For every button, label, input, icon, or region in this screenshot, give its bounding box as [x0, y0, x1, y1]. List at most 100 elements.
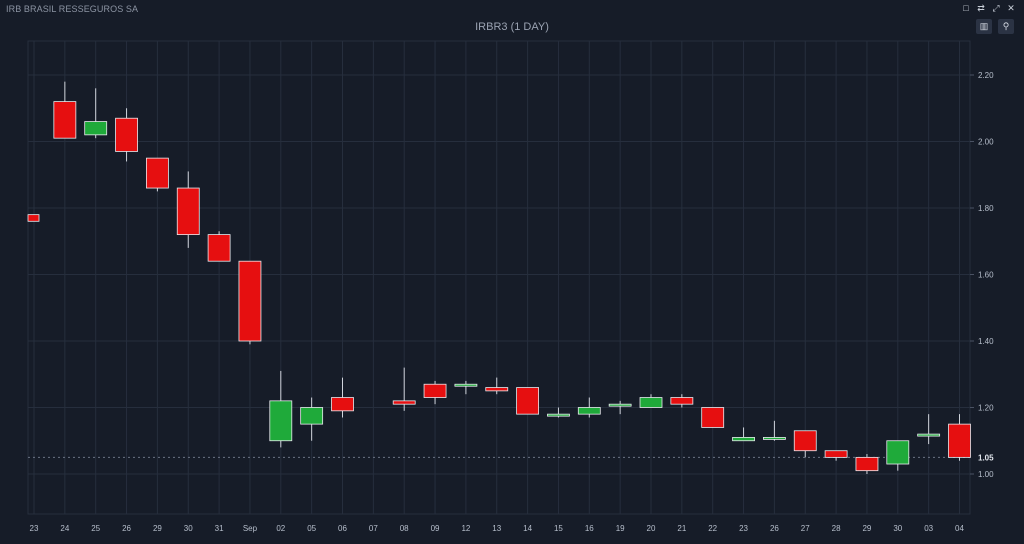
- candle[interactable]: [454, 380, 478, 395]
- candle-body-down: [331, 397, 354, 412]
- candle-body-down: [145, 157, 169, 189]
- x-tick-label: 24: [60, 524, 69, 533]
- candle[interactable]: [577, 397, 601, 418]
- candle[interactable]: [84, 88, 108, 139]
- candle-body-up: [300, 407, 324, 425]
- settings-icon[interactable]: ⇄: [977, 3, 985, 13]
- x-tick-label: Sep: [243, 524, 258, 533]
- x-tick-label: 20: [647, 524, 656, 533]
- candle[interactable]: [207, 231, 231, 262]
- candle[interactable]: [793, 430, 817, 458]
- x-tick-label: 08: [400, 524, 409, 533]
- x-tick-label: 03: [924, 524, 933, 533]
- x-tick-label: 12: [461, 524, 470, 533]
- candle[interactable]: [732, 427, 755, 442]
- candle-body-down: [701, 407, 725, 428]
- candle[interactable]: [948, 414, 971, 461]
- x-tick-label: 30: [893, 524, 902, 533]
- candle[interactable]: [516, 387, 539, 415]
- window-toolbar: □ ⇄ ⤢ ✕: [961, 3, 1016, 13]
- candle-body-down: [115, 117, 138, 152]
- candle-body-down: [948, 423, 971, 458]
- candle-body-up: [84, 121, 108, 136]
- candle-body-down: [238, 260, 262, 342]
- window-icon[interactable]: □: [963, 3, 969, 13]
- candle[interactable]: [855, 454, 879, 474]
- x-tick-label: 29: [153, 524, 162, 533]
- candle-body-down: [392, 400, 416, 405]
- candle-body-up: [732, 437, 755, 442]
- x-tick-label: 05: [307, 524, 316, 533]
- y-tick-label: 1.60: [978, 271, 994, 280]
- candle[interactable]: [331, 377, 354, 418]
- candle-body-up: [608, 403, 632, 407]
- candle[interactable]: [27, 214, 40, 222]
- candle[interactable]: [115, 108, 138, 162]
- candle-body-up: [917, 433, 941, 437]
- candle[interactable]: [53, 81, 77, 139]
- candle[interactable]: [639, 394, 663, 408]
- candle[interactable]: [300, 397, 324, 441]
- window-title: IRB BRASIL RESSEGUROS SA: [6, 4, 139, 14]
- y-tick-label: 2.00: [978, 138, 994, 147]
- candle[interactable]: [763, 420, 786, 441]
- x-tick-label: 27: [801, 524, 810, 533]
- candle[interactable]: [423, 380, 447, 405]
- candle-body-down: [485, 387, 509, 392]
- x-tick-label: 23: [739, 524, 748, 533]
- x-tick-label: 14: [523, 524, 532, 533]
- candle-body-up: [886, 440, 910, 465]
- y-tick-label: 1.40: [978, 337, 994, 346]
- candle[interactable]: [701, 407, 725, 428]
- fullscreen-icon[interactable]: ⤢: [992, 3, 1000, 13]
- candle[interactable]: [238, 260, 262, 345]
- x-tick-label: 22: [708, 524, 717, 533]
- x-tick-label: 21: [677, 524, 686, 533]
- x-tick-label: 19: [616, 524, 625, 533]
- candle-body-down: [207, 234, 231, 262]
- candle[interactable]: [670, 394, 694, 408]
- close-icon[interactable]: ✕: [1007, 3, 1015, 13]
- x-tick-label: 28: [832, 524, 841, 533]
- x-tick-label: 09: [431, 524, 440, 533]
- candle-body-up: [639, 397, 663, 408]
- candle[interactable]: [608, 400, 632, 415]
- candle[interactable]: [485, 377, 509, 395]
- chart-title: IRBR3 (1 DAY): [475, 21, 549, 33]
- candle-body-up: [577, 407, 601, 415]
- x-tick-label: 31: [215, 524, 224, 533]
- x-tick-label: 02: [276, 524, 285, 533]
- lock-button[interactable]: ▥: [976, 19, 992, 34]
- zoom-icon: ⚲: [1002, 21, 1010, 31]
- x-tick-label: 26: [770, 524, 779, 533]
- plot-frame: [27, 40, 971, 515]
- candle-body-down: [423, 383, 447, 398]
- candle-body-down: [824, 450, 848, 458]
- candle[interactable]: [547, 407, 570, 418]
- candle[interactable]: [145, 157, 169, 192]
- candle-body-down: [516, 387, 539, 415]
- candle-body-down: [793, 430, 817, 452]
- x-tick-label: 26: [122, 524, 131, 533]
- zoom-button[interactable]: ⚲: [998, 19, 1014, 34]
- candle-body-down: [176, 187, 200, 236]
- candle[interactable]: [824, 450, 848, 461]
- candle[interactable]: [886, 440, 910, 471]
- y-tick-label: 1.00: [978, 470, 994, 479]
- candle[interactable]: [917, 414, 941, 445]
- candle[interactable]: [269, 370, 293, 448]
- x-tick-label: 07: [369, 524, 378, 533]
- candle-body-down: [27, 214, 40, 222]
- x-tick-label: 25: [91, 524, 100, 533]
- x-tick-label: 04: [955, 524, 964, 533]
- candle[interactable]: [392, 367, 416, 411]
- candle-body-up: [269, 400, 293, 442]
- y-tick-label: 1.20: [978, 404, 994, 413]
- x-tick-label: 23: [30, 524, 39, 533]
- lock-icon: ▥: [979, 21, 989, 31]
- candle-body-down: [855, 456, 879, 472]
- candle[interactable]: [176, 171, 200, 248]
- candle-body-up: [763, 437, 786, 440]
- x-tick-label: 13: [492, 524, 501, 533]
